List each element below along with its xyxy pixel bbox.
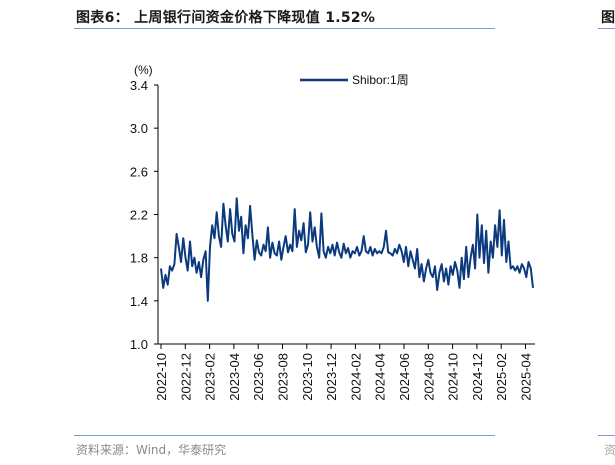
x-tick-label: 2025-02 bbox=[494, 353, 509, 401]
y-tick-label: 1.8 bbox=[130, 251, 148, 266]
adjacent-title-rule bbox=[598, 28, 615, 29]
x-tick-label: 2025-04 bbox=[519, 353, 534, 401]
x-tick-label: 2024-06 bbox=[397, 353, 412, 401]
y-tick-label: 2.6 bbox=[130, 164, 148, 179]
x-tick-label: 2023-10 bbox=[300, 353, 315, 401]
y-axis-ticks: 1.0 1.4 1.8 2.2 2.6 3.0 3.4 bbox=[130, 78, 158, 352]
y-tick-label: 1.4 bbox=[130, 294, 148, 309]
x-axis-ticks: 2022-10 2022-12 2023-02 2023-04 2023-06 2023-… bbox=[154, 344, 534, 401]
source-note: 资料来源：Wind，华泰研究 bbox=[76, 443, 227, 457]
adjacent-footer-rule bbox=[598, 435, 615, 436]
x-tick-label: 2024-12 bbox=[470, 353, 485, 401]
x-tick-label: 2022-10 bbox=[154, 353, 169, 401]
x-tick-label: 2024-04 bbox=[373, 353, 388, 401]
footer-rule bbox=[74, 435, 495, 436]
y-tick-label: 1.0 bbox=[130, 337, 148, 352]
adjacent-source-fragment: 资 bbox=[604, 443, 615, 457]
legend-label-shibor: Shibor:1周 bbox=[352, 73, 409, 87]
x-tick-label: 2024-02 bbox=[348, 353, 363, 401]
y-tick-label: 3.0 bbox=[130, 121, 148, 136]
adjacent-panel-title-fragment: 图 bbox=[601, 10, 615, 26]
y-tick-label: 3.4 bbox=[130, 78, 148, 93]
y-tick-label: 2.2 bbox=[130, 208, 148, 223]
chart-title: 图表6： 上周银行间资金价格下降现值 1.52% bbox=[76, 10, 376, 26]
x-tick-label: 2023-12 bbox=[324, 353, 339, 401]
x-tick-label: 2023-08 bbox=[276, 353, 291, 401]
x-tick-label: 2023-02 bbox=[203, 353, 218, 401]
x-tick-label: 2023-06 bbox=[251, 353, 266, 401]
chart-axes bbox=[157, 85, 535, 345]
legend: Shibor:1周 bbox=[300, 73, 409, 87]
x-tick-label: 2023-04 bbox=[227, 353, 242, 401]
x-tick-label: 2024-08 bbox=[421, 353, 436, 401]
x-tick-label: 2024-10 bbox=[446, 353, 461, 401]
series-line-shibor-1w bbox=[160, 197, 534, 302]
title-rule bbox=[74, 28, 495, 29]
y-axis-unit-label: (%) bbox=[134, 63, 153, 77]
x-tick-label: 2022-12 bbox=[178, 353, 193, 401]
